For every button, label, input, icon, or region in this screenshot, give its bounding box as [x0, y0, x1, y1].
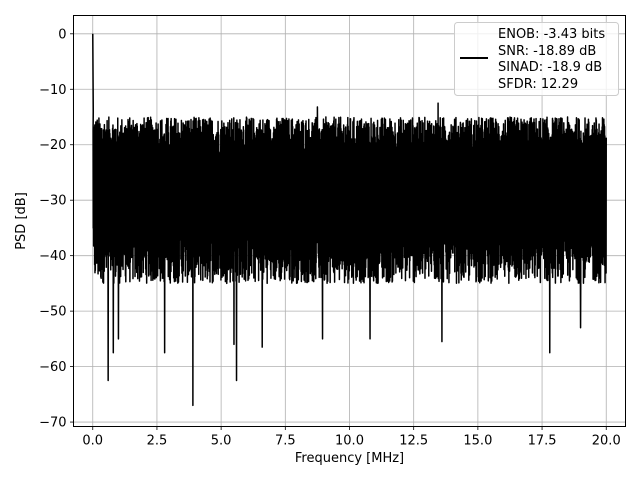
y-axis: 0 −10 −20 −30 −40 −50 −60 −70 — [39, 27, 74, 431]
legend-entry-sinad: SINAD: -18.9 dB — [498, 60, 602, 75]
y-tick-label: −20 — [39, 138, 66, 153]
y-tick-label: −70 — [39, 416, 66, 431]
legend: ENOB: -3.43 bits SNR: -18.89 dB SINAD: -… — [454, 22, 619, 96]
x-axis: 0.0 2.5 5.0 7.5 10.0 12.5 15.0 17.5 20.0 — [82, 426, 621, 449]
x-tick-label: 10.0 — [335, 434, 364, 449]
y-tick-label: −10 — [39, 83, 66, 98]
x-tick-label: 15.0 — [463, 434, 492, 449]
x-tick-label: 17.5 — [528, 434, 557, 449]
y-tick-label: 0 — [58, 27, 66, 42]
legend-box — [454, 22, 619, 96]
y-tick-label: −40 — [39, 249, 66, 264]
y-tick-label: −60 — [39, 360, 66, 375]
psd-series — [92, 33, 607, 407]
x-tick-label: 20.0 — [592, 434, 621, 449]
x-axis-label: Frequency [MHz] — [295, 451, 404, 466]
x-tick-label: 0.0 — [82, 434, 103, 449]
psd-line — [92, 33, 607, 407]
legend-entry-snr: SNR: -18.89 dB — [498, 44, 596, 59]
x-tick-label: 2.5 — [147, 434, 168, 449]
x-tick-label: 12.5 — [399, 434, 428, 449]
legend-entry-sfdr: SFDR: 12.29 — [498, 77, 578, 92]
x-tick-label: 7.5 — [275, 434, 296, 449]
y-tick-label: −50 — [39, 305, 66, 320]
legend-entry-enob: ENOB: -3.43 bits — [498, 27, 605, 42]
y-tick-label: −30 — [39, 194, 66, 209]
y-axis-label: PSD [dB] — [14, 192, 29, 250]
x-tick-label: 5.0 — [211, 434, 232, 449]
